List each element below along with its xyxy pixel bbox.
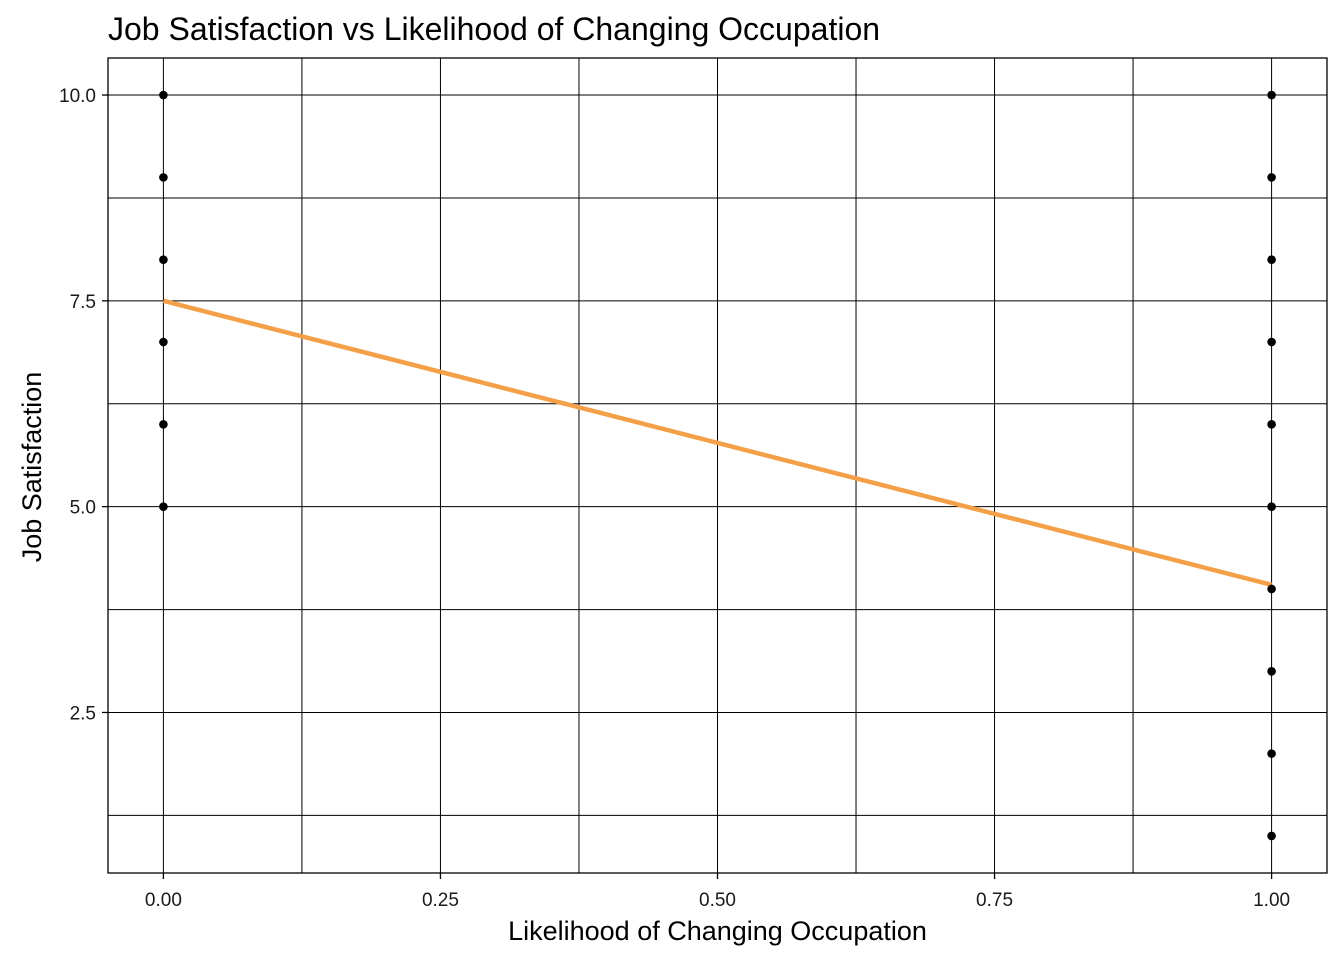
x-tick-label: 0.00 [145, 890, 182, 911]
data-point [1267, 420, 1276, 429]
x-tick-label: 0.50 [699, 890, 736, 911]
data-point [159, 255, 168, 264]
data-points [159, 90, 1276, 841]
x-axis-label: Likelihood of Changing Occupation [508, 916, 927, 946]
y-tick-label: 7.5 [70, 292, 96, 313]
data-point [1267, 831, 1276, 841]
data-point [159, 337, 168, 347]
y-tick-label: 2.5 [70, 703, 96, 724]
data-point [1267, 502, 1276, 511]
x-tick-label: 0.25 [422, 890, 459, 911]
x-tick-label: 1.00 [1253, 890, 1290, 911]
y-tick-label: 5.0 [70, 498, 96, 519]
data-point [1267, 90, 1276, 100]
y-axis-label: Job Satisfaction [17, 372, 47, 563]
chart-title: Job Satisfaction vs Likelihood of Changi… [108, 11, 880, 47]
y-tick-label: 10.0 [59, 86, 96, 107]
axis-ticks: 0.00 0.25 0.50 0.75 1.00 2.5 5.0 7.5 10.0 [59, 86, 1290, 911]
data-point [1267, 667, 1276, 676]
data-point [1267, 584, 1276, 594]
x-tick-label: 0.75 [976, 890, 1013, 911]
data-point [1267, 255, 1276, 264]
trend-line [162, 298, 1273, 588]
data-point [1267, 173, 1276, 182]
data-point [159, 502, 168, 511]
trend-line-layer [162, 298, 1273, 588]
data-point [159, 90, 168, 100]
data-point [1267, 337, 1276, 347]
data-point [1267, 749, 1276, 758]
data-point [159, 173, 168, 182]
data-point [159, 420, 168, 429]
grid-lines [108, 58, 1327, 873]
